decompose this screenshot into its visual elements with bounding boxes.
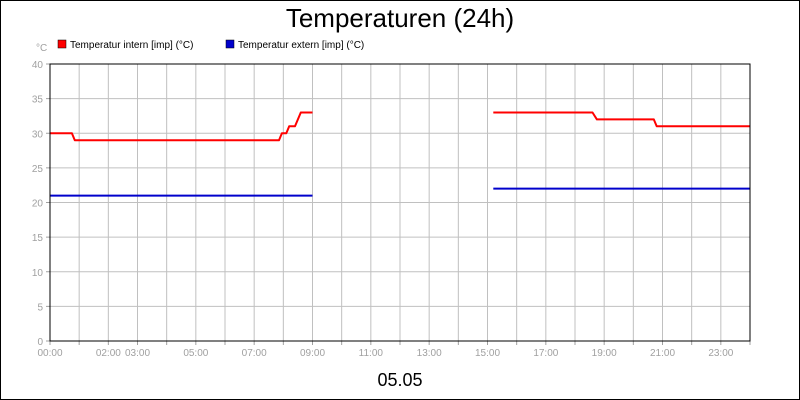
x-tick-label: 07:00 bbox=[242, 348, 267, 359]
y-tick-label: 5 bbox=[37, 302, 43, 313]
x-tick-label: 15:00 bbox=[475, 348, 500, 359]
chart-title: Temperaturen (24h) bbox=[286, 3, 514, 33]
y-axis-unit: °C bbox=[36, 43, 47, 54]
x-tick-label: 23:00 bbox=[708, 348, 733, 359]
legend-swatch-intern bbox=[57, 39, 67, 49]
legend-label-extern: Temperatur extern [imp] (°C) bbox=[238, 40, 364, 51]
grid bbox=[50, 64, 750, 341]
y-tick-label: 30 bbox=[32, 129, 44, 140]
legend-swatch-extern bbox=[225, 39, 235, 49]
series-line-intern bbox=[493, 111, 750, 128]
series-line-intern bbox=[50, 111, 313, 142]
x-tick-label: 02:00 bbox=[96, 348, 121, 359]
x-tick-label: 19:00 bbox=[592, 348, 617, 359]
y-tick-label: 35 bbox=[32, 95, 44, 106]
x-tick-label: 21:00 bbox=[650, 348, 675, 359]
y-tick-label: 20 bbox=[32, 199, 44, 210]
x-tick-label: 03:00 bbox=[125, 348, 150, 359]
x-tick-label: 13:00 bbox=[417, 348, 442, 359]
y-tick-label: 15 bbox=[32, 233, 44, 244]
y-axis-ticks: 0 5 10 15 20 25 30 35 40 bbox=[32, 60, 50, 348]
legend-label-intern: Temperatur intern [imp] (°C) bbox=[70, 40, 193, 51]
x-axis-ticks: 00:00 02:00 03:00 05:00 07:00 09:00 11:00 13:00… bbox=[37, 341, 751, 359]
legend: Temperatur intern [imp] (°C) Temperatur … bbox=[57, 39, 364, 51]
x-tick-label: 11:00 bbox=[359, 348, 384, 359]
x-tick-label: 09:00 bbox=[300, 348, 325, 359]
plot-area bbox=[49, 63, 751, 342]
x-tick-label: 00:00 bbox=[37, 348, 62, 359]
x-tick-label: 17:00 bbox=[533, 348, 558, 359]
series-lines bbox=[50, 111, 750, 197]
y-tick-label: 25 bbox=[32, 164, 44, 175]
x-tick-label: 05:00 bbox=[183, 348, 208, 359]
y-tick-label: 10 bbox=[32, 268, 44, 279]
date-label: 05.05 bbox=[377, 370, 422, 390]
y-tick-label: 0 bbox=[37, 337, 43, 348]
y-tick-label: 40 bbox=[32, 60, 44, 71]
